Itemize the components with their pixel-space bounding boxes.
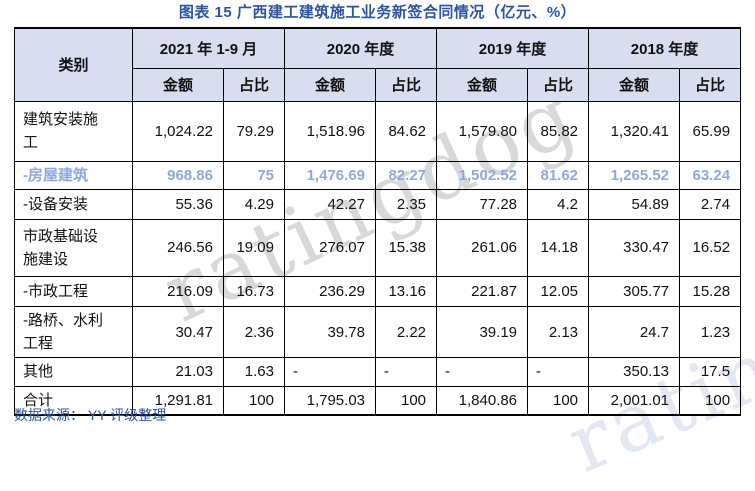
table-row: 建筑安装施工 1,024.22 79.29 1,518.96 84.62 1,5… (14, 100, 742, 162)
table-cell: 2.36 (223, 305, 285, 359)
table-cell: - (527, 357, 590, 387)
table-cell: 1,476.69 (284, 160, 376, 190)
table-cell: 1,320.41 (588, 100, 681, 162)
table-cell: 81.62 (527, 160, 590, 190)
table-cell: 261.06 (436, 218, 529, 277)
table-cell: 65.99 (679, 100, 742, 162)
row-label: -市政工程 (14, 275, 133, 307)
table-cell: 39.78 (284, 305, 376, 359)
row-label: -设备安装 (14, 188, 133, 220)
table-cell: 54.89 (588, 188, 681, 220)
subheader-amount: 金额 (436, 67, 529, 102)
table-cell: 30.47 (132, 305, 224, 359)
header-row-subcolumns: 金额 占比 金额 占比 金额 占比 金额 占比 (15, 67, 742, 102)
table-cell: - (436, 357, 529, 387)
table-cell: 1.63 (223, 357, 285, 387)
row-label: 合计 (14, 385, 133, 416)
table-cell: 13.16 (374, 275, 438, 307)
table-cell: 1,024.22 (132, 100, 224, 162)
table-cell: 63.24 (679, 160, 742, 190)
table-cell: 100 (223, 385, 285, 416)
table-cell: 100 (374, 385, 438, 416)
table-cell: 100 (527, 385, 590, 416)
table-cell: 1,502.52 (436, 160, 529, 190)
table-cell: 1.23 (679, 305, 742, 359)
subheader-share: 占比 (679, 67, 742, 102)
subheader-amount: 金额 (284, 67, 376, 102)
subheader-amount: 金额 (588, 67, 681, 102)
table-cell: 1,291.81 (132, 385, 224, 416)
table-cell: 24.7 (588, 305, 681, 359)
table-cell: 2.22 (374, 305, 438, 359)
table-cell: 4.2 (527, 188, 590, 220)
table-cell: 79.29 (223, 100, 285, 162)
row-label: 建筑安装施工 (14, 100, 133, 162)
table-cell: 216.09 (132, 275, 224, 307)
table-cell: 1,579.80 (436, 100, 529, 162)
table-cell: 236.29 (284, 275, 376, 307)
subheader-share: 占比 (223, 67, 285, 102)
table-cell: 246.56 (132, 218, 224, 277)
column-header-2018: 2018 年度 (588, 27, 742, 69)
subheader-amount: 金额 (132, 67, 224, 102)
figure-title: 图表 15 广西建工建筑施工业务新签合同情况（亿元、%） (178, 4, 577, 21)
table-cell: 75 (223, 160, 285, 190)
table-cell: 12.05 (527, 275, 590, 307)
table-cell: 17.5 (679, 357, 742, 387)
table-cell: 2.13 (527, 305, 590, 359)
table-cell: 16.52 (679, 218, 742, 277)
table-cell: 968.86 (132, 160, 224, 190)
subheader-share: 占比 (527, 67, 590, 102)
table-cell: - (374, 357, 438, 387)
table-row: -设备安装 55.36 4.29 42.27 2.35 77.28 4.2 54… (14, 188, 742, 220)
table-cell: 16.73 (223, 275, 285, 307)
row-label: -路桥、水利工程 (14, 305, 133, 359)
table-row: -路桥、水利工程 30.47 2.36 39.78 2.22 39.19 2.1… (14, 305, 742, 359)
table-cell: 2,001.01 (588, 385, 681, 416)
table-cell: 305.77 (588, 275, 681, 307)
table-cell: 42.27 (284, 188, 376, 220)
table-cell: 55.36 (132, 188, 224, 220)
table-row: 市政基础设施建设 246.56 19.09 276.07 15.38 261.0… (14, 218, 742, 277)
table-cell: 14.18 (527, 218, 590, 277)
table-cell: 330.47 (588, 218, 681, 277)
table-cell: 276.07 (284, 218, 376, 277)
table-cell: 100 (679, 385, 742, 416)
table-cell: 2.35 (374, 188, 438, 220)
table-cell: 221.87 (436, 275, 529, 307)
table-cell: 4.29 (223, 188, 285, 220)
header-row-periods: 类别 2021 年 1-9 月 2020 年度 2019 年度 2018 年度 (14, 27, 742, 102)
table-cell: 19.09 (223, 218, 285, 277)
table-cell: - (284, 357, 376, 387)
subheader-share: 占比 (374, 67, 438, 102)
table-row: 其他 21.03 1.63 - - - - 350.13 17.5 (14, 357, 742, 387)
table-cell: 82.27 (374, 160, 438, 190)
table-row-highlighted: -房屋建筑 968.86 75 1,476.69 82.27 1,502.52 … (14, 160, 742, 190)
table-cell: 2.74 (679, 188, 742, 220)
contracts-table: 类别 2021 年 1-9 月 2020 年度 2019 年度 2018 年度 … (14, 27, 742, 416)
table-cell: 1,518.96 (284, 100, 376, 162)
table-row-total: 合计 1,291.81 100 1,795.03 100 1,840.86 10… (14, 385, 742, 416)
table-cell: 1,795.03 (284, 385, 376, 416)
column-header-2020: 2020 年度 (283, 27, 438, 69)
row-label: 市政基础设施建设 (14, 218, 133, 277)
table-cell: 1,265.52 (588, 160, 681, 190)
table-cell: 84.62 (374, 100, 438, 162)
table-cell: 21.03 (132, 357, 224, 387)
table-row: -市政工程 216.09 16.73 236.29 13.16 221.87 1… (14, 275, 742, 307)
column-header-category: 类别 (14, 27, 133, 102)
column-header-2019: 2019 年度 (436, 27, 590, 69)
data-source-note: 数据来源： YY 评级整理 (14, 407, 167, 423)
table-cell: 39.19 (436, 305, 529, 359)
table-cell: 77.28 (436, 188, 529, 220)
table-cell: 15.28 (679, 275, 742, 307)
column-header-2021: 2021 年 1-9 月 (132, 27, 285, 69)
table-cell: 1,840.86 (436, 385, 529, 416)
row-label: 其他 (14, 357, 133, 387)
table-cell: 350.13 (588, 357, 681, 387)
table-cell: 85.82 (527, 100, 590, 162)
row-label: -房屋建筑 (14, 160, 133, 190)
table-cell: 15.38 (374, 218, 438, 277)
